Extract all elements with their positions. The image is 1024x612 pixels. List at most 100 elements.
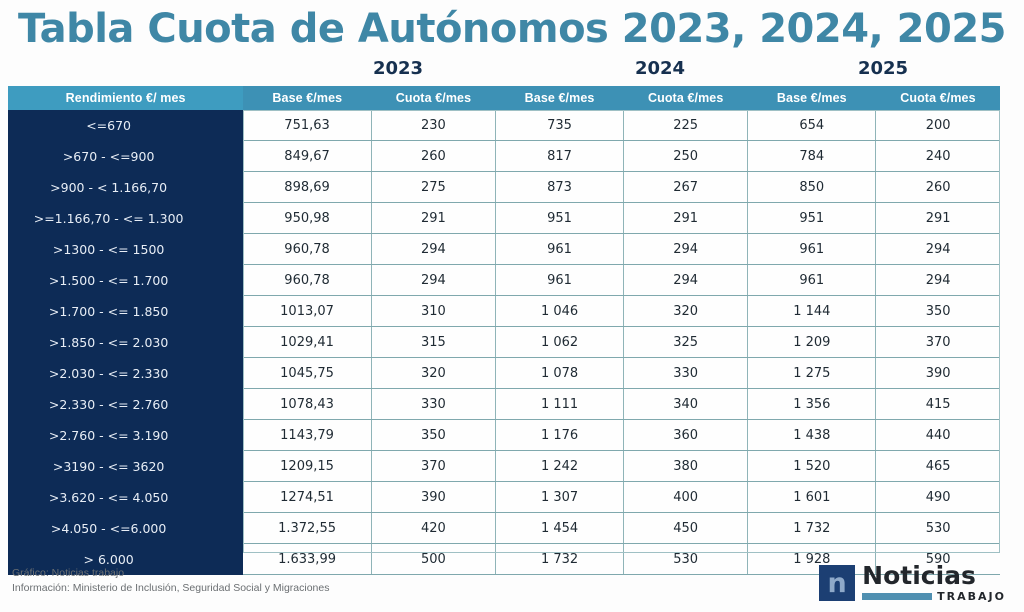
cell-cuota-2025: 465 [875, 450, 1000, 482]
table-row: >1300 - <= 1500 960,78 294 961 294 961 294 [8, 233, 1000, 265]
cell-base-2025: 1 275 [747, 357, 877, 389]
cell-base-2024: 1 078 [495, 357, 625, 389]
cell-base-2024: 735 [495, 110, 625, 141]
table-row: > 6.000 1.633,99 500 1 732 530 1 928 590 [8, 543, 1000, 575]
table-row: >1.500 - <= 1.700 960,78 294 961 294 961 294 [8, 264, 1000, 296]
table-row: <=670 751,63 230 735 225 654 200 [8, 110, 1000, 141]
cell-base-2024: 873 [495, 171, 625, 203]
cell-rendimiento: >670 - <=900 [8, 140, 244, 172]
table-row: >2.330 - <= 2.760 1078,43 330 1 111 340 1 356… [8, 388, 1000, 420]
cell-cuota-2024: 400 [623, 481, 749, 513]
table-row: >3190 - <= 3620 1209,15 370 1 242 380 1 520 46… [8, 450, 1000, 482]
cell-rendimiento: >=1.166,70 - <= 1.300 [8, 202, 244, 234]
cell-cuota-2025: 294 [875, 233, 1000, 265]
column-header-cuota-2025: Cuota €/mes [875, 86, 1000, 110]
table-row: >3.620 - <= 4.050 1274,51 390 1 307 400 1 601… [8, 481, 1000, 513]
cell-base-2024: 1 307 [495, 481, 625, 513]
cell-cuota-2024: 291 [623, 202, 749, 234]
year-label-2023: 2023 [372, 58, 424, 79]
table-row: >4.050 - <=6.000 1.372,55 420 1 454 450 1 732… [8, 512, 1000, 544]
cell-base-2025: 1 209 [747, 326, 877, 358]
cell-base-2024: 1 454 [495, 512, 625, 544]
cell-base-2023: 849,67 [243, 140, 372, 172]
cell-base-2023: 950,98 [243, 202, 372, 234]
year-label-2024: 2024 [634, 58, 686, 79]
cell-base-2025: 951 [747, 202, 877, 234]
column-header-cuota-2023: Cuota €/mes [371, 86, 496, 110]
cell-base-2024: 1 111 [495, 388, 625, 420]
cell-base-2025: 961 [747, 233, 877, 265]
cell-cuota-2023: 315 [371, 326, 496, 358]
table-row: >1.700 - <= 1.850 1013,07 310 1 046 320 1 144… [8, 295, 1000, 327]
cell-base-2024: 961 [495, 233, 625, 265]
cell-cuota-2023: 294 [371, 264, 496, 296]
cell-cuota-2023: 310 [371, 295, 496, 327]
cell-base-2023: 1013,07 [243, 295, 372, 327]
footer-line-informacion: Información: Ministerio de Inclusión, Se… [12, 582, 330, 594]
cell-base-2024: 961 [495, 264, 625, 296]
cell-base-2023: 751,63 [243, 110, 372, 141]
year-header-band: 2023 2024 2025 [8, 58, 1000, 84]
cell-cuota-2023: 294 [371, 233, 496, 265]
cell-cuota-2024: 250 [623, 140, 749, 172]
table-row: >2.760 - <= 3.190 1143,79 350 1 176 360 1 438… [8, 419, 1000, 451]
cell-base-2023: 1078,43 [243, 388, 372, 420]
year-label-2025: 2025 [857, 58, 909, 79]
cell-rendimiento: >1.850 - <= 2.030 [8, 326, 244, 358]
cell-rendimiento: >1.500 - <= 1.700 [8, 264, 244, 296]
cell-cuota-2023: 275 [371, 171, 496, 203]
cell-base-2025: 850 [747, 171, 877, 203]
cell-cuota-2025: 240 [875, 140, 1000, 172]
cell-rendimiento: <=670 [8, 110, 244, 141]
cell-rendimiento: >4.050 - <=6.000 [8, 512, 244, 544]
cell-cuota-2023: 390 [371, 481, 496, 513]
cell-rendimiento: >2.760 - <= 3.190 [8, 419, 244, 451]
cell-cuota-2024: 530 [623, 543, 749, 575]
noticias-trabajo-logo: n Noticias TRABAJO [819, 561, 1006, 605]
cell-cuota-2024: 360 [623, 419, 749, 451]
cell-base-2025: 1 438 [747, 419, 877, 451]
cell-cuota-2025: 415 [875, 388, 1000, 420]
cell-cuota-2023: 330 [371, 388, 496, 420]
cell-cuota-2024: 267 [623, 171, 749, 203]
cell-cuota-2023: 260 [371, 140, 496, 172]
cell-base-2024: 1 242 [495, 450, 625, 482]
cell-base-2025: 1 144 [747, 295, 877, 327]
cell-base-2025: 654 [747, 110, 877, 141]
cell-base-2025: 1 520 [747, 450, 877, 482]
cell-base-2023: 1209,15 [243, 450, 372, 482]
cell-cuota-2023: 420 [371, 512, 496, 544]
cell-cuota-2023: 370 [371, 450, 496, 482]
cell-rendimiento: >2.330 - <= 2.760 [8, 388, 244, 420]
cell-cuota-2025: 490 [875, 481, 1000, 513]
cell-base-2024: 1 732 [495, 543, 625, 575]
column-header-base-2023: Base €/mes [243, 86, 372, 110]
table-row: >1.850 - <= 2.030 1029,41 315 1 062 325 1 209… [8, 326, 1000, 358]
cell-cuota-2024: 225 [623, 110, 749, 141]
cell-base-2023: 1045,75 [243, 357, 372, 389]
cell-cuota-2025: 350 [875, 295, 1000, 327]
cell-base-2023: 960,78 [243, 233, 372, 265]
cell-cuota-2024: 340 [623, 388, 749, 420]
cell-base-2024: 951 [495, 202, 625, 234]
cell-cuota-2024: 450 [623, 512, 749, 544]
cell-base-2025: 1 601 [747, 481, 877, 513]
cell-rendimiento: >900 - < 1.166,70 [8, 171, 244, 203]
cell-cuota-2025: 440 [875, 419, 1000, 451]
cell-cuota-2024: 294 [623, 264, 749, 296]
cell-cuota-2023: 230 [371, 110, 496, 141]
cell-base-2023: 898,69 [243, 171, 372, 203]
table-header-row: Rendimiento €/ mes Base €/mes Cuota €/me… [8, 86, 1000, 110]
table-row: >=1.166,70 - <= 1.300 950,98 291 951 291 951 2… [8, 202, 1000, 234]
table-row: >2.030 - <= 2.330 1045,75 320 1 078 330 1 275… [8, 357, 1000, 389]
cell-base-2025: 1 732 [747, 512, 877, 544]
cell-base-2025: 784 [747, 140, 877, 172]
logo-bar-decoration [862, 593, 933, 600]
cell-rendimiento: >1300 - <= 1500 [8, 233, 244, 265]
cell-base-2024: 1 046 [495, 295, 625, 327]
logo-wordmark: Noticias [862, 561, 976, 590]
cuota-table-wrapper: Rendimiento €/ mes Base €/mes Cuota €/me… [8, 86, 1000, 575]
cell-cuota-2023: 320 [371, 357, 496, 389]
cell-cuota-2023: 291 [371, 202, 496, 234]
cell-rendimiento: > 6.000 [8, 543, 244, 575]
